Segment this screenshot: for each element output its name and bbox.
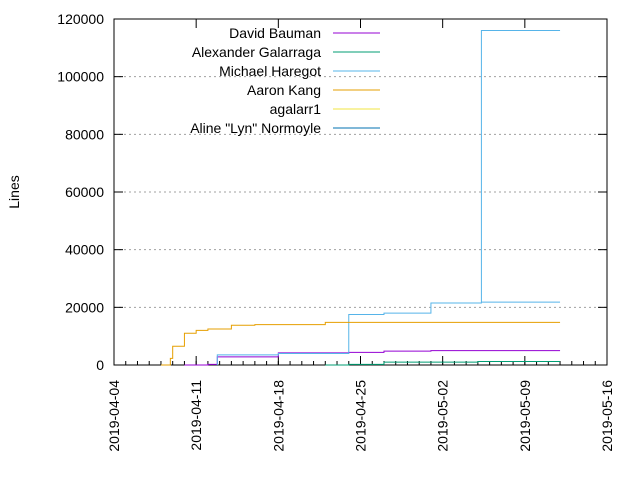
- legend-label: Alexander Galarraga: [192, 44, 321, 60]
- x-tick-label: 2019-04-04: [106, 380, 122, 452]
- series-line: [160, 321, 561, 366]
- y-tick-label: 100000: [57, 69, 104, 85]
- series-line: [216, 30, 561, 365]
- y-tick-label: 60000: [65, 184, 104, 200]
- y-tick-label: 20000: [65, 299, 104, 315]
- legend-label: Michael Haregot: [219, 63, 321, 79]
- y-tick-label: 120000: [57, 11, 104, 27]
- x-tick-label: 2019-05-16: [599, 380, 615, 452]
- x-tick-label: 2019-04-25: [353, 380, 369, 452]
- x-tick-label: 2019-05-02: [435, 380, 451, 452]
- legend-label: Aline "Lyn" Normoyle: [190, 120, 321, 136]
- x-tick-label: 2019-04-18: [270, 380, 286, 452]
- legend: David Bauman Alexander Galarraga Michael H…: [190, 25, 380, 136]
- y-axis-ticks: 0 20000 40000 60000 80000 100000 120000: [57, 11, 607, 373]
- series-line: [184, 350, 561, 366]
- series-lines: [160, 30, 561, 366]
- series-line: [325, 361, 561, 366]
- x-axis-ticks: 2019-04-04 2019-04-11 2019-04-18 2019-04-25…: [106, 19, 615, 452]
- x-tick-label: 2019-04-11: [188, 380, 204, 451]
- y-tick-label: 40000: [65, 242, 104, 258]
- y-tick-label: 0: [96, 357, 104, 373]
- y-tick-label: 80000: [65, 126, 104, 142]
- legend-label: David Bauman: [229, 25, 321, 41]
- x-tick-label: 2019-05-09: [517, 380, 533, 452]
- legend-label: Aaron Kang: [247, 82, 321, 98]
- y-axis-label: Lines: [6, 175, 22, 208]
- grid-lines: [114, 76, 607, 308]
- legend-label: agalarr1: [270, 101, 322, 117]
